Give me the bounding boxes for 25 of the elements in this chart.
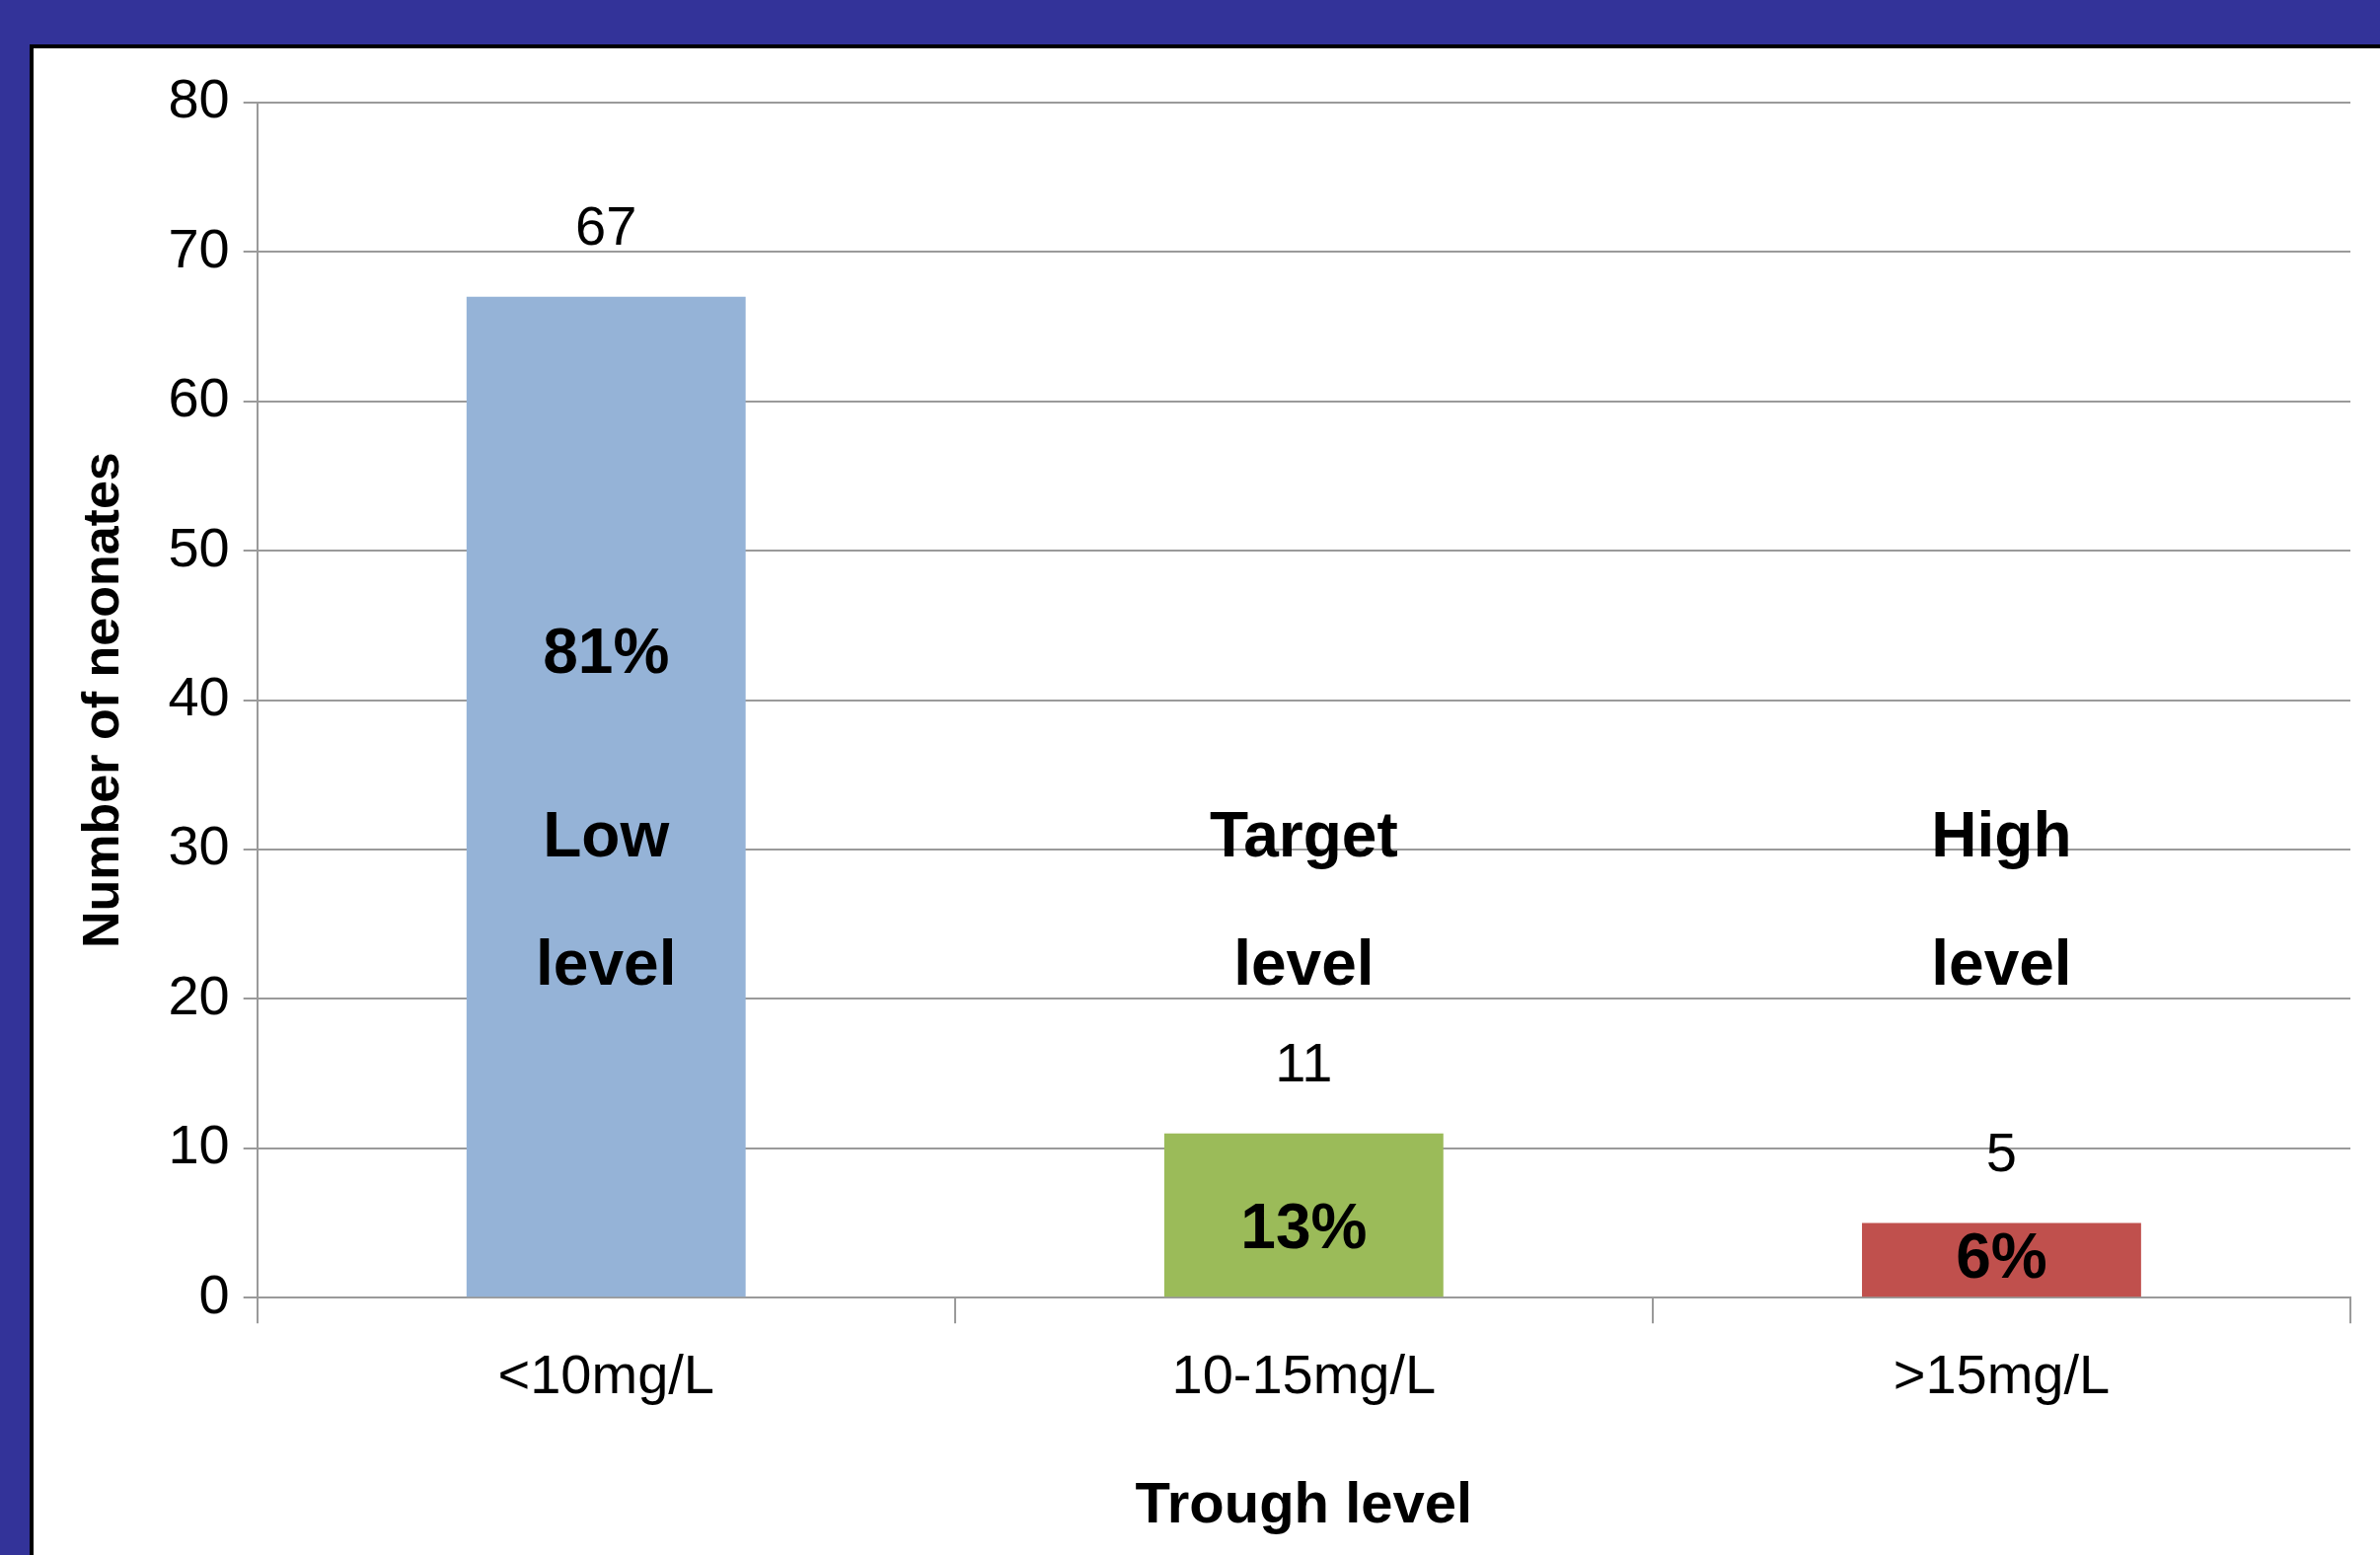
data-label: 11 bbox=[1275, 1031, 1333, 1094]
y-tick-label: 60 bbox=[168, 366, 230, 429]
x-tick-label: 10-15mg/L bbox=[1171, 1343, 1437, 1406]
annotation: High level bbox=[1931, 799, 2072, 1000]
y-axis-title: Number of neonates bbox=[71, 452, 129, 948]
y-tick-label: 30 bbox=[168, 814, 230, 877]
y-tick-label: 50 bbox=[168, 515, 230, 578]
y-tick-label: 80 bbox=[168, 67, 230, 130]
x-tick-label: >15mg/L bbox=[1893, 1343, 2111, 1406]
y-tick-label: 70 bbox=[168, 216, 230, 279]
data-label: 67 bbox=[575, 194, 637, 258]
x-tick-label: <10mg/L bbox=[497, 1343, 714, 1406]
bar bbox=[1163, 1133, 1444, 1297]
annotation: Low level bbox=[536, 799, 677, 1000]
y-tick-label: 20 bbox=[168, 963, 230, 1026]
y-tick-label: 40 bbox=[168, 665, 230, 728]
annotation: 13% bbox=[1240, 1191, 1368, 1263]
bar bbox=[466, 296, 746, 1297]
x-axis-title: Trough level bbox=[1135, 1470, 1473, 1535]
annotation: 81% bbox=[543, 615, 670, 687]
y-tick-label: 0 bbox=[198, 1262, 230, 1325]
annotation: Target level bbox=[1209, 799, 1398, 1000]
annotation: 6% bbox=[1956, 1221, 2047, 1293]
y-tick-label: 10 bbox=[168, 1113, 230, 1176]
data-label: 5 bbox=[1985, 1120, 2018, 1183]
